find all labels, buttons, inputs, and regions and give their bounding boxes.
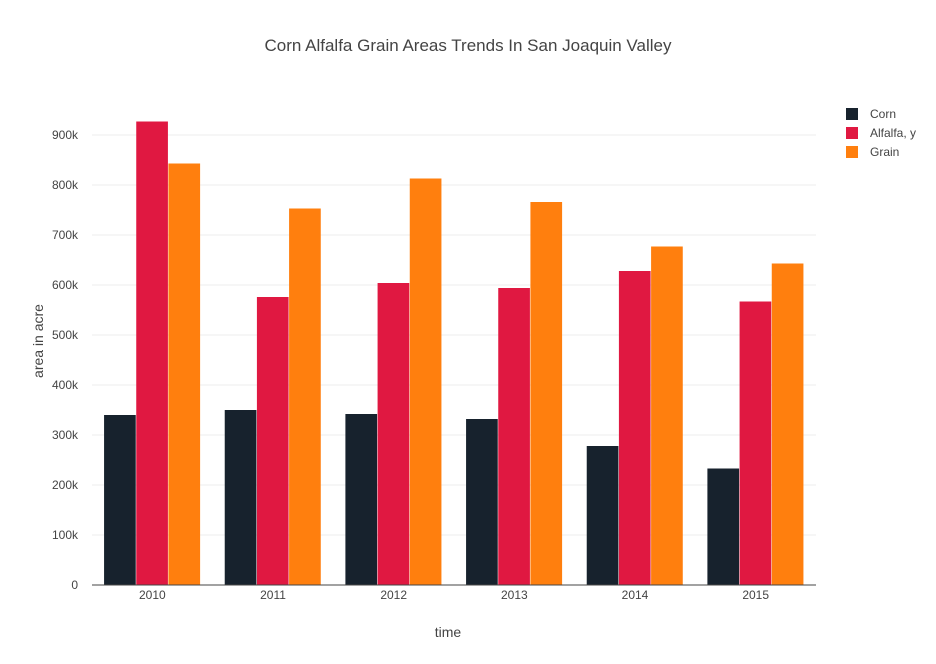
legend-item[interactable]: Grain [846,145,899,159]
y-tick-label: 900k [52,128,79,142]
bars-group [104,121,804,586]
bar-corn-2013[interactable] [466,419,498,585]
y-tick-label: 200k [52,478,79,492]
y-tick-label: 600k [52,278,79,292]
bar-alfalfa-y-2014[interactable] [618,271,651,585]
legend-label: Grain [870,145,899,159]
y-tick-label: 800k [52,178,79,192]
bar-alfalfa-y-2013[interactable] [498,288,530,585]
y-tick-label: 300k [52,428,79,442]
bar-corn-2010[interactable] [104,415,136,585]
x-axis-label: time [435,624,462,640]
bar-alfalfa-y-2011[interactable] [256,297,289,585]
y-tick-label: 0 [71,578,78,592]
bar-corn-2015[interactable] [707,468,740,586]
bar-grain-2012[interactable] [409,178,442,586]
y-axis-label: area in acre [30,304,46,378]
x-tick-label: 2014 [622,588,649,602]
y-tick-label: 700k [52,228,79,242]
bar-grain-2011[interactable] [289,208,321,586]
x-tick-label: 2010 [139,588,166,602]
legend-swatch [846,127,858,139]
chart-title: Corn Alfalfa Grain Areas Trends In San J… [265,36,672,55]
x-axis-ticks: 2010 2011 2012 2013 2014 2015 [139,588,769,602]
bar-grain-2013[interactable] [530,202,563,585]
x-tick-label: 2011 [260,588,286,602]
y-tick-label: 500k [52,328,79,342]
gridlines [92,134,816,536]
x-tick-label: 2012 [380,588,407,602]
legend-swatch [846,108,858,120]
bar-corn-2011[interactable] [224,410,257,585]
bar-corn-2014[interactable] [586,446,619,585]
legend[interactable]: Corn Alfalfa, y Grain [846,107,916,159]
bar-alfalfa-y-2012[interactable] [377,283,410,585]
bar-alfalfa-y-2010[interactable] [136,121,168,586]
legend-item[interactable]: Corn [846,107,896,121]
y-tick-label: 400k [52,378,79,392]
x-tick-label: 2015 [742,588,769,602]
y-axis-ticks: 0 100k 200k 300k 400k 500k 600k 700k 800k 900k [52,128,79,592]
legend-item[interactable]: Alfalfa, y [846,126,916,140]
bar-alfalfa-y-2015[interactable] [739,301,772,586]
y-tick-label: 100k [52,528,79,542]
bar-grain-2010[interactable] [168,163,201,586]
legend-label: Corn [870,107,896,121]
legend-label: Alfalfa, y [870,126,916,140]
bar-grain-2014[interactable] [651,246,683,586]
bar-corn-2012[interactable] [345,414,378,585]
legend-swatch [846,146,858,158]
x-tick-label: 2013 [501,588,528,602]
bar-grain-2015[interactable] [771,263,804,586]
